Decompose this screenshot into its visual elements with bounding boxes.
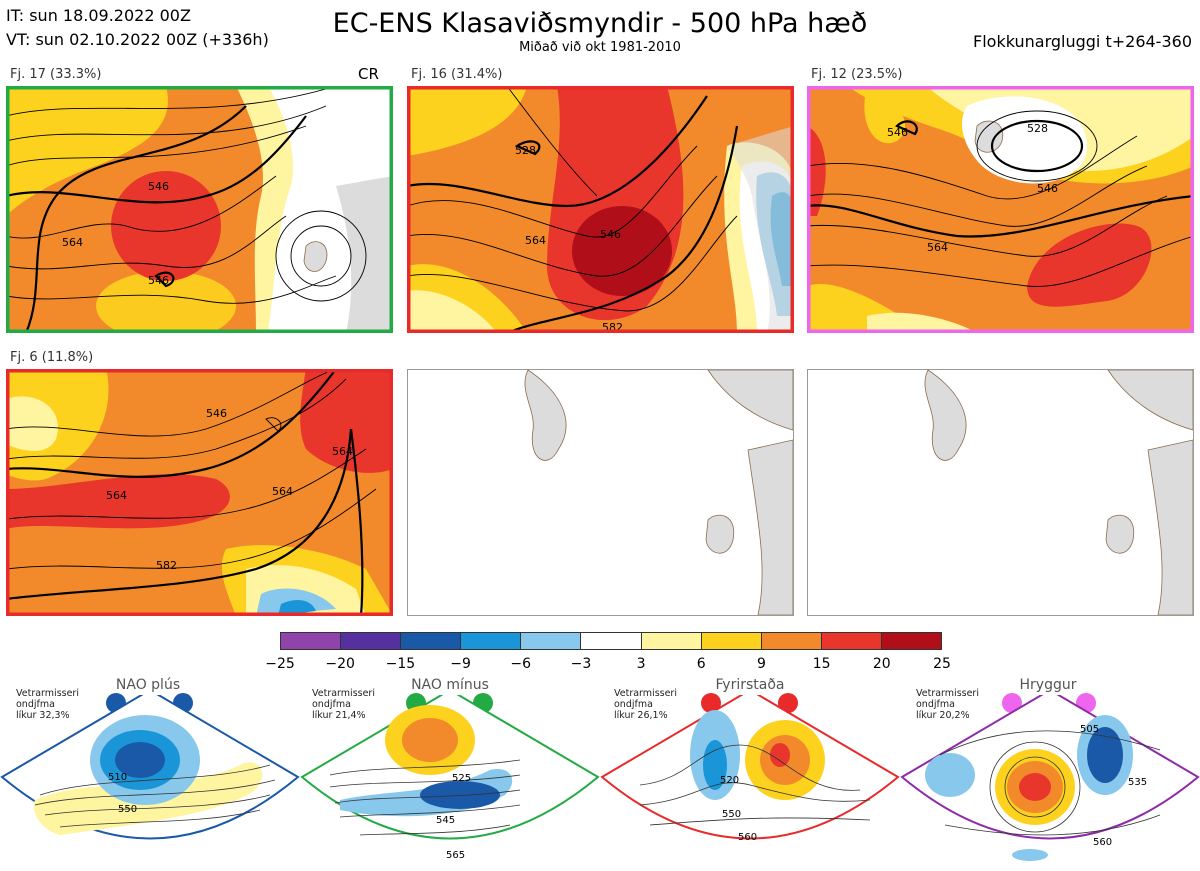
colorbar-tick: 25 [933,656,951,672]
regime-name-2: NAO mínus [411,677,489,693]
svg-text:564: 564 [106,489,127,502]
regime-name-1: NAO plús [115,677,181,693]
svg-text:564: 564 [332,445,353,458]
svg-text:546: 546 [1037,182,1058,195]
svg-text:546: 546 [600,228,621,241]
cluster-map-2: 528 564 546 582 [407,86,794,333]
empty-map-6 [807,369,1194,616]
cluster-map-4: 546 564 564 582 564 [6,369,393,616]
colorbar-tick: −25 [265,656,295,672]
regime-map-blocking: 520 550 560 [600,695,900,843]
svg-text:528: 528 [1027,122,1048,135]
colorbar-tick: 9 [756,656,766,672]
cluster-map-3: 546 528 564 546 [807,86,1194,333]
colorbar-tick: −3 [570,656,592,672]
panel-label-2: Fj. 16 (31.4%) [411,67,503,82]
regime-contour-2a: 525 [452,773,471,784]
colorbar-swatch [821,633,882,649]
regime-contour-1a: 510 [108,772,127,783]
regime-contour-4a: 505 [1080,724,1099,735]
initial-time: IT: sun 18.09.2022 00Z [6,6,191,25]
colorbar-tick: 3 [636,656,646,672]
panel-label-3: Fj. 12 (23.5%) [811,67,903,82]
regime-contour-2b: 545 [436,815,455,826]
regime-dot-3b [778,693,798,713]
regime-dot-4a [1002,693,1022,713]
classification-window: Flokkunargluggi t+264-360 [973,32,1192,51]
colorbar-swatch [341,633,402,649]
regime-contour-3b: 550 [722,809,741,820]
regime-map-nao-plus: 510 550 [0,695,300,840]
svg-text:546: 546 [206,407,227,420]
svg-text:546: 546 [148,274,169,287]
panel-label-1: Fj. 17 (33.3%) [10,67,102,82]
colorbar-swatch [641,633,702,649]
regime-dot-3a [701,693,721,713]
regime-contour-3c: 560 [738,832,757,843]
regime-name-3: Fyrirstaða [715,677,785,693]
colorbar-tick: −15 [385,656,416,672]
colorbar-tick: −9 [450,656,471,672]
regime-name-4: Hryggur [1019,677,1077,693]
panel-label-4: Fj. 6 (11.8%) [10,350,94,365]
regime-note-4: Vetrarmisseri ondjfma líkur 20,2% [916,688,979,721]
regime-contour-3a: 520 [720,775,739,786]
svg-text:546: 546 [887,126,908,139]
regime-contour-1b: 550 [118,804,137,815]
colorbar-swatch [401,633,462,649]
regime-note-1: Vetrarmisseri ondjfma líkur 32,3% [16,688,79,721]
svg-text:582: 582 [156,559,177,572]
regime-contour-4c: 560 [1093,837,1112,848]
page-subtitle: Miðað við okt 1981-2010 [519,40,681,55]
regime-note-2: Vetrarmisseri ondjfma líkur 21,4% [312,688,375,721]
colorbar [280,632,942,650]
cluster-map-1: 546 564 546 [6,86,393,333]
svg-text:564: 564 [272,485,293,498]
valid-time: VT: sun 02.10.2022 00Z (+336h) [6,30,269,49]
page-title: EC-ENS Klasaviðsmyndir - 500 hPa hæð [332,8,868,39]
colorbar-swatch [281,633,342,649]
empty-map-5 [407,369,794,616]
regime-contour-4b: 535 [1128,777,1147,788]
colorbar-swatch [461,633,522,649]
colorbar-tick: 20 [872,656,891,672]
svg-text:546: 546 [148,180,169,193]
panel-marker-cr: CR [358,65,379,83]
colorbar-tick: 15 [812,656,831,672]
colorbar-swatch [581,633,642,649]
svg-text:564: 564 [927,241,948,254]
regime-map-nao-minus: 525 545 565 [300,695,600,861]
svg-text:528: 528 [515,144,536,157]
colorbar-tick: −6 [510,656,532,672]
colorbar-swatch [521,633,582,649]
colorbar-swatch [701,633,762,649]
svg-text:564: 564 [62,236,83,249]
colorbar-swatch [761,633,822,649]
regime-note-3: Vetrarmisseri ondjfma líkur 26,1% [614,688,677,721]
regime-contour-2c: 565 [446,850,465,861]
colorbar-swatch [881,633,942,649]
colorbar-tick: 6 [696,656,706,672]
regime-map-ridge: 505 535 560 [900,695,1200,861]
colorbar-tick: −20 [325,656,355,672]
svg-text:564: 564 [525,234,546,247]
regime-maps: 510 550 525 545 565 520 550 560 [0,695,1200,861]
